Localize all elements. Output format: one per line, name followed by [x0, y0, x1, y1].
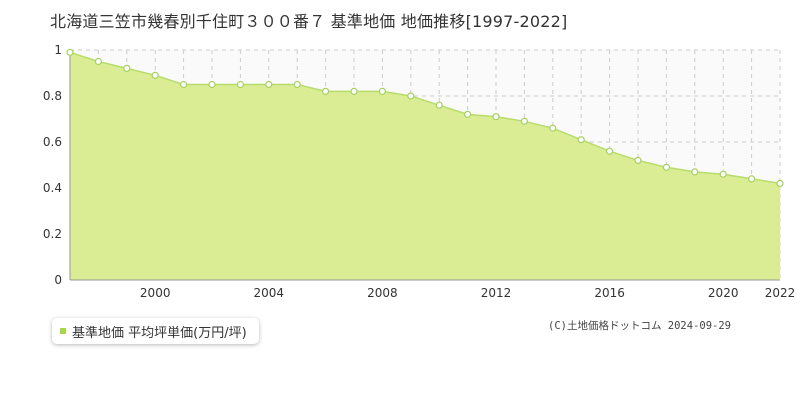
data-point [634, 156, 642, 164]
series-area [70, 52, 780, 280]
data-point [719, 170, 727, 178]
y-tick-label: 0 [54, 273, 62, 287]
data-point [208, 80, 216, 89]
credit-text: (C)土地価格ドットコム 2024-09-29 [548, 320, 732, 332]
chart-title: 北海道三笠市幾春別千住町３００番７ 基準地価 地価推移[1997-2022] [50, 12, 568, 31]
data-point [605, 147, 614, 155]
data-point [66, 48, 74, 56]
legend-label: 基準地価 平均坪単価(万円/坪) [72, 325, 247, 341]
series-line [69, 51, 781, 185]
x-tick-label: 2000 [140, 286, 171, 300]
data-point [123, 64, 131, 73]
legend: 基準地価 平均坪単価(万円/坪) [52, 318, 259, 344]
legend-swatch [60, 328, 66, 334]
data-point [747, 175, 756, 183]
data-point [265, 80, 273, 89]
data-point [492, 113, 500, 121]
x-tick-label: 2004 [254, 286, 285, 300]
y-tick-label: 1 [54, 43, 62, 57]
data-point [94, 57, 103, 66]
y-tick-label: 0.4 [43, 181, 62, 195]
data-point [776, 179, 784, 187]
data-point [322, 87, 330, 96]
y-tick-label: 0.2 [43, 227, 62, 241]
data-point [407, 92, 415, 100]
x-tick-label: 2012 [481, 286, 512, 300]
data-point [236, 80, 244, 89]
data-point [549, 124, 557, 132]
y-tick-label: 0.6 [43, 135, 62, 149]
data-point [293, 80, 301, 89]
data-point [577, 136, 585, 144]
data-point [464, 110, 472, 119]
data-point [691, 168, 699, 176]
data-point [378, 87, 386, 96]
data-point [350, 87, 358, 96]
x-tick-labels: 2000 2004 2008 2012 2016 2020 2022 [140, 286, 795, 300]
data-point [180, 80, 188, 89]
data-point [151, 71, 159, 79]
y-tick-labels: 0 0.2 0.4 0.6 0.8 1 [43, 43, 62, 287]
y-tick-label: 0.8 [43, 89, 62, 103]
data-point [662, 163, 671, 171]
data-point [435, 101, 443, 109]
x-tick-label: 2008 [367, 286, 398, 300]
series-markers [66, 48, 784, 187]
x-tick-label: 2022 [765, 286, 796, 300]
data-point [520, 117, 529, 125]
x-tick-label: 2016 [594, 286, 625, 300]
x-tick-label: 2020 [708, 286, 739, 300]
